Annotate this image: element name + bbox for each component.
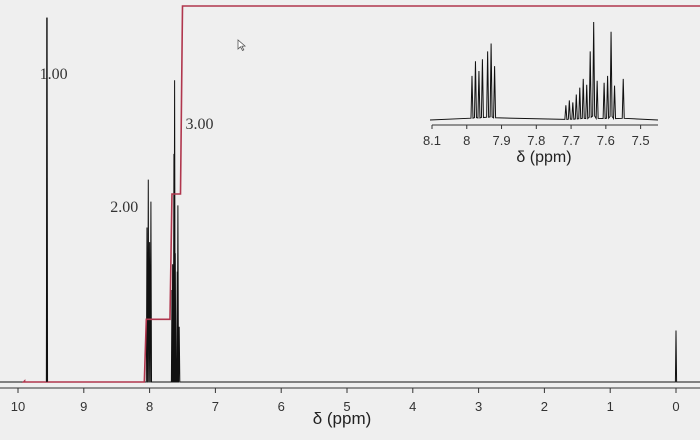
inset-x-tick-label: 8.1 [423,133,441,148]
x-tick-label: 5 [343,399,350,414]
x-tick-label: 1 [607,399,614,414]
main-plot: 10 9 8 7 6 5 4 3 2 1 0 δ (ppm) 1.002.003.00 [0,5,700,428]
integral-curve [21,5,700,383]
main-spectrum-line [0,17,700,383]
x-tick-label: 0 [672,399,679,414]
inset-x-tick-label: 7.9 [492,133,510,148]
x-tick-label: 3 [475,399,482,414]
cursor-arrow-icon [237,39,247,52]
x-axis-title: δ (ppm) [313,409,372,428]
x-axis-ticks: 10 9 8 7 6 5 4 3 2 1 0 [11,388,680,414]
inset-x-tick-label: 8 [463,133,470,148]
inset-x-tick-label: 7.6 [597,133,615,148]
inset-zoom-plot: 8.1 8 7.9 7.8 7.7 7.6 7.5 δ (ppm) [423,21,659,166]
x-tick-label: 4 [409,399,416,414]
inset-x-tick-label: 7.5 [632,133,650,148]
inset-x-tick-label: 7.7 [562,133,580,148]
inset-x-axis-title: δ (ppm) [516,149,571,166]
integration-label: 2.00 [110,199,138,216]
x-tick-label: 2 [541,399,548,414]
integration-label: 3.00 [186,116,214,133]
x-tick-label: 10 [11,399,25,414]
x-tick-label: 6 [278,399,285,414]
x-tick-label: 8 [146,399,153,414]
inset-spectrum-line [429,21,659,121]
inset-x-tick-label: 7.8 [527,133,545,148]
inset-x-axis-ticks: 8.1 8 7.9 7.8 7.7 7.6 7.5 [423,125,650,148]
x-tick-label: 7 [212,399,219,414]
x-tick-label: 9 [80,399,87,414]
integration-label: 1.00 [40,66,68,83]
